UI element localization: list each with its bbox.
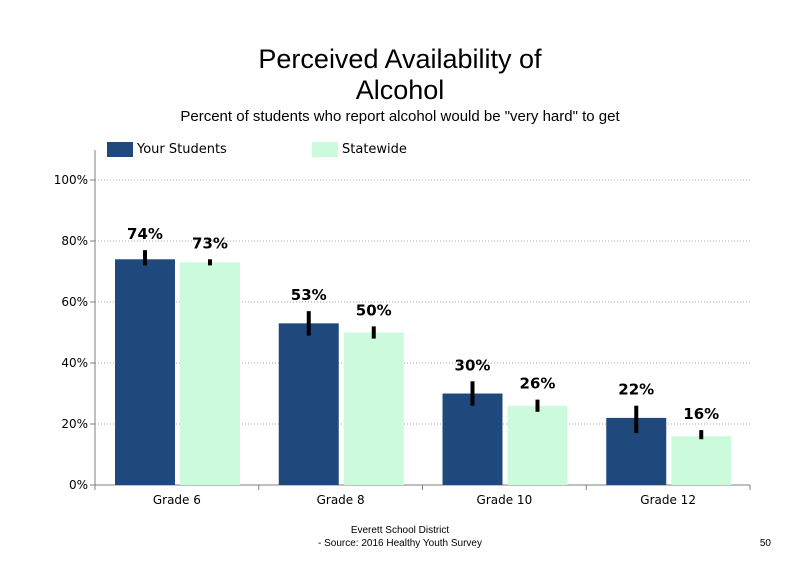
chart-title: Perceived Availability of Alcohol [0,44,800,106]
bar [115,259,175,485]
legend-label-statewide: Statewide [342,141,407,157]
chart-title-line-1: Perceived Availability of [258,44,542,74]
y-tick-label: 100% [54,173,88,187]
bar [180,262,240,485]
legend-item-your-students: Your Students [107,140,227,158]
x-tick-label: Grade 6 [153,493,201,507]
data-label: 73% [192,234,228,252]
bar [507,405,568,485]
legend: Your Students Statewide [0,140,800,158]
bar [343,332,404,485]
x-tick-label: Grade 12 [640,493,696,507]
footer-district: Everett School District [350,525,450,536]
chart-subtitle: Percent of students who report alcohol w… [180,108,620,125]
data-label: 26% [520,375,556,393]
y-tick-label: 40% [61,356,88,370]
data-label: 22% [618,381,654,399]
legend-swatch-statewide [312,141,338,157]
bar [278,323,339,485]
data-label: 16% [683,405,719,423]
legend-swatch-your-students [107,141,133,157]
chart-title-line-2: Alcohol [355,75,445,105]
bar [442,393,503,485]
page-number: 50 [759,538,771,549]
x-tick-label: Grade 10 [477,493,533,507]
data-label: 74% [127,225,163,243]
legend-label-your-students: Your Students [137,141,227,157]
legend-item-statewide: Statewide [312,140,407,158]
y-tick-label: 20% [61,417,88,431]
footer: Everett School District - Source: 2016 H… [0,524,800,550]
footer-source: - Source: 2016 Healthy Youth Survey [318,538,482,549]
y-tick-label: 80% [61,234,88,248]
bar [671,436,732,485]
y-tick-label: 0% [69,478,88,492]
data-label: 50% [356,301,392,319]
data-label: 30% [455,356,491,374]
data-label: 53% [291,286,327,304]
y-tick-label: 60% [61,295,88,309]
x-tick-label: Grade 8 [317,493,365,507]
